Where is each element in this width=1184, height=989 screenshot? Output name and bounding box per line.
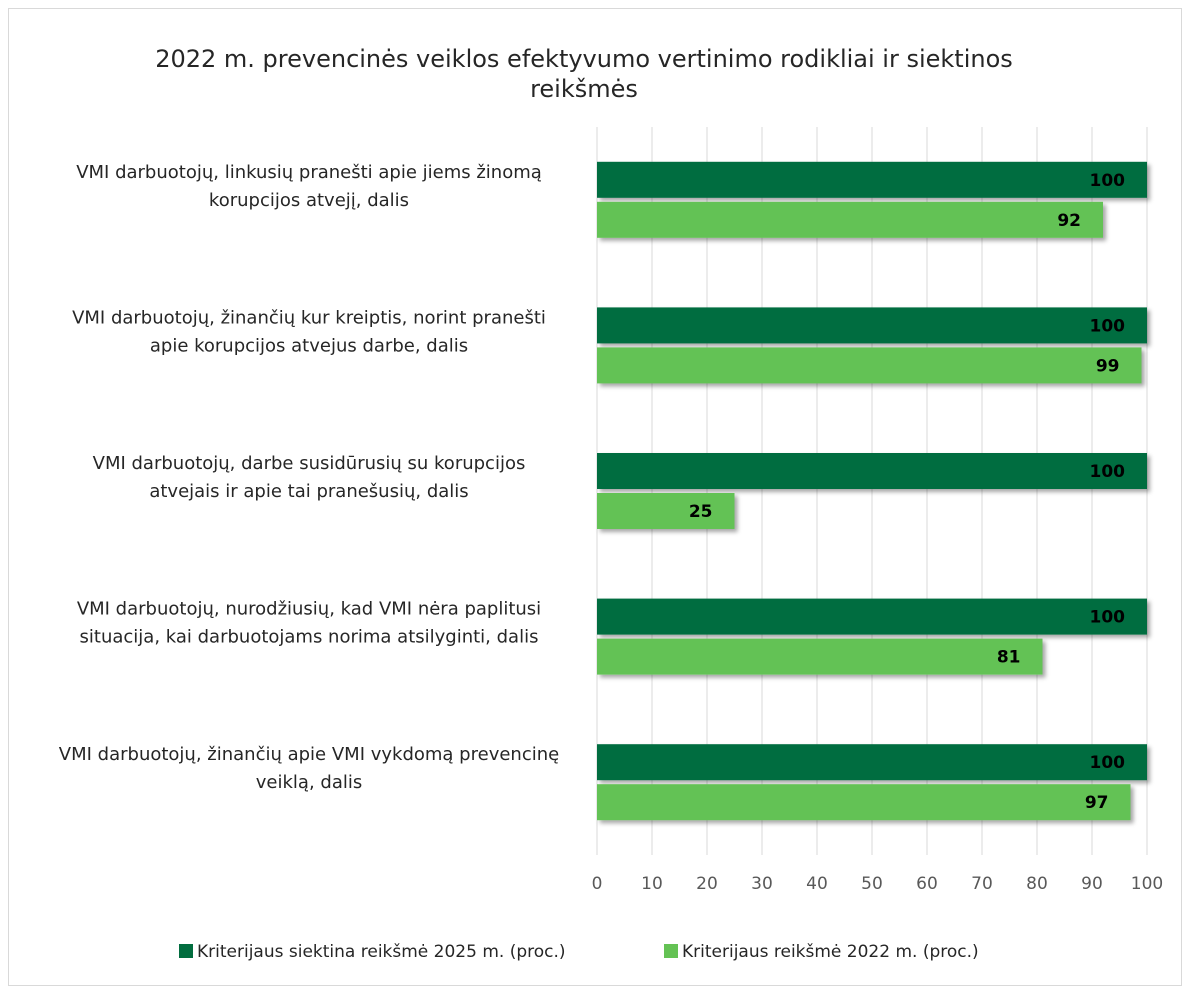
x-axis-ticks: 0 10 20 30 40 50 60 70 80 90 100	[592, 874, 1164, 894]
data-label: 25	[689, 502, 713, 522]
data-label: 92	[1057, 211, 1081, 231]
bar-chart: 2022 m. prevencinės veiklos efektyvumo v…	[59, 45, 1164, 962]
bar-value-2022	[597, 493, 735, 529]
data-label: 97	[1085, 793, 1109, 813]
x-tick-label: 30	[751, 874, 773, 894]
x-tick-label: 10	[641, 874, 663, 894]
category-label: VMI darbuotojų, nurodžiusių, kad VMI nėr…	[77, 599, 541, 620]
category-label: VMI darbuotojų, žinančių apie VMI vykdom…	[59, 744, 559, 765]
legend-swatch	[664, 944, 678, 958]
legend-label: Kriterijaus siektina reikšmė 2025 m. (pr…	[197, 942, 566, 962]
bar-target-2025	[597, 598, 1147, 635]
x-tick-label: 100	[1131, 874, 1163, 894]
bar-target-2025	[597, 453, 1147, 489]
bar-value-2022	[597, 347, 1142, 384]
chart-title-line: 2022 m. prevencinės veiklos efektyvumo v…	[155, 45, 1013, 73]
x-tick-label: 70	[971, 874, 993, 894]
category-label: atvejais ir apie tai pranešusių, dalis	[149, 481, 468, 502]
data-label: 100	[1090, 753, 1126, 773]
gridlines	[596, 127, 1148, 855]
chart-title: 2022 m. prevencinės veiklos efektyvumo v…	[155, 45, 1013, 103]
data-label: 100	[1090, 316, 1126, 336]
bars	[597, 161, 1147, 821]
data-label: 100	[1090, 462, 1126, 482]
x-tick-label: 80	[1026, 874, 1048, 894]
bar-target-2025	[597, 161, 1147, 198]
legend-label: Kriterijaus reikšmė 2022 m. (proc.)	[682, 942, 979, 962]
legend-swatch	[179, 944, 193, 958]
chart-title-line: reikšmės	[530, 75, 638, 103]
category-label: VMI darbuotojų, linkusių pranešti apie j…	[76, 162, 542, 183]
data-labels: 100 92 100 99 100 25 100 81 100 97	[689, 171, 1125, 813]
x-tick-label: 60	[916, 874, 938, 894]
category-label: VMI darbuotojų, žinančių kur kreiptis, n…	[72, 307, 546, 328]
category-label: veiklą, dalis	[256, 772, 362, 793]
bar-target-2025	[597, 307, 1147, 344]
category-label: situacija, kai darbuotojams norima atsil…	[80, 627, 539, 648]
category-labels: VMI darbuotojų, linkusių pranešti apie j…	[59, 162, 559, 793]
category-label: korupcijos atvejį, dalis	[209, 190, 409, 211]
data-label: 100	[1090, 171, 1126, 191]
x-tick-label: 0	[592, 874, 603, 894]
category-label: apie korupcijos atvejus darbe, dalis	[150, 335, 468, 356]
bar-value-2022	[597, 201, 1103, 238]
legend: Kriterijaus siektina reikšmė 2025 m. (pr…	[179, 942, 979, 962]
data-label: 99	[1096, 356, 1120, 376]
data-label: 81	[997, 648, 1021, 668]
bar-value-2022	[597, 784, 1131, 821]
x-tick-label: 20	[696, 874, 718, 894]
data-label: 100	[1090, 608, 1126, 628]
x-tick-label: 90	[1081, 874, 1103, 894]
bar-value-2022	[597, 638, 1043, 675]
x-tick-label: 40	[806, 874, 828, 894]
category-label: VMI darbuotojų, darbe susidūrusių su kor…	[93, 453, 526, 474]
bar-target-2025	[597, 744, 1147, 781]
x-tick-label: 50	[861, 874, 883, 894]
chart-frame: 2022 m. prevencinės veiklos efektyvumo v…	[8, 8, 1182, 986]
